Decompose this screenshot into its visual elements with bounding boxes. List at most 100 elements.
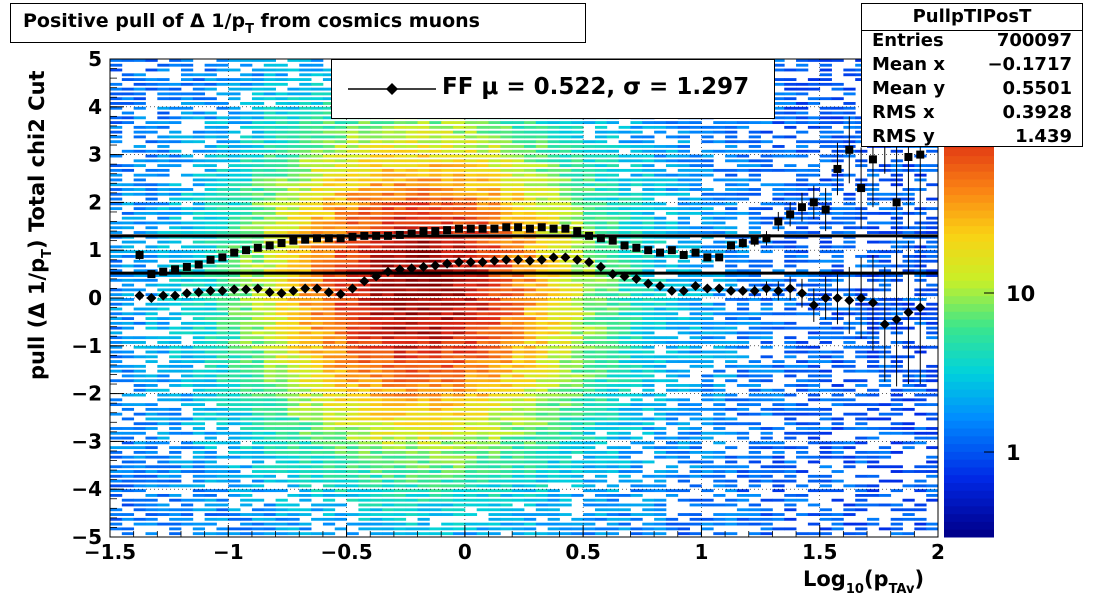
legend-marker-icon <box>348 83 436 95</box>
rms-point <box>644 246 653 255</box>
rms-point <box>182 262 191 271</box>
mean-point <box>489 255 500 266</box>
mean-point <box>572 254 583 265</box>
x-axis-label: Log10(pTAv) <box>803 567 924 597</box>
rms-point <box>324 234 333 243</box>
stats-row: Mean x −0.1717 <box>872 54 1072 78</box>
mean-point <box>867 297 878 308</box>
mean-point <box>749 285 760 296</box>
mean-point <box>808 300 819 311</box>
fit-lines <box>110 234 938 275</box>
mean-point <box>891 314 902 325</box>
rms-point <box>360 231 369 240</box>
stats-label: Entries <box>872 30 944 51</box>
rms-point <box>561 224 570 233</box>
mean-point <box>796 288 807 299</box>
rms-point <box>797 203 806 212</box>
mean-point <box>666 285 677 296</box>
stats-row: RMS y 1.439 <box>872 126 1072 150</box>
stats-label: Mean y <box>872 78 946 99</box>
mean-point <box>761 283 772 294</box>
rms-point <box>206 255 215 264</box>
mean-point <box>264 287 275 298</box>
rms-point <box>395 230 404 239</box>
stats-value: −0.1717 <box>987 54 1072 75</box>
rms-point <box>809 198 818 207</box>
mean-point <box>394 264 405 275</box>
mean-point <box>655 281 666 292</box>
y-tick-label: 4 <box>88 95 102 119</box>
mean-point <box>607 269 618 280</box>
rms-point <box>265 241 274 250</box>
y-tick-label: 5 <box>88 47 102 71</box>
mean-point <box>915 302 926 313</box>
mean-point <box>702 283 713 294</box>
rms-point <box>715 253 724 262</box>
rms-point <box>502 223 511 232</box>
mean-point <box>382 266 393 277</box>
rms-point <box>786 210 795 219</box>
legend-box: FF μ = 0.522, σ = 1.297 <box>331 59 775 119</box>
rms-point <box>573 227 582 236</box>
rms-point <box>443 226 452 235</box>
mean-point <box>146 293 157 303</box>
mean-point <box>158 290 169 301</box>
rms-point <box>537 223 546 232</box>
mean-point <box>619 271 630 282</box>
mean-point <box>288 285 299 296</box>
x-tick-label: 1 <box>694 540 708 564</box>
y-tick-label: 1 <box>88 238 102 262</box>
mean-point <box>276 288 287 299</box>
mean-point <box>678 285 689 296</box>
mean-point <box>465 257 476 268</box>
mean-point <box>312 283 322 294</box>
rms-point <box>656 248 665 257</box>
colorbar-label: 1 <box>1006 441 1021 465</box>
rms-point <box>277 239 286 248</box>
y-tick-label: 2 <box>88 190 102 214</box>
mean-point <box>205 285 216 296</box>
rms-point <box>147 270 156 279</box>
rms-point <box>821 205 830 214</box>
stats-value: 0.5501 <box>1002 78 1072 99</box>
rms-point <box>703 253 712 262</box>
stats-label: RMS x <box>872 102 935 123</box>
rms-point <box>242 246 251 255</box>
rms-point <box>833 164 842 173</box>
rms-point <box>525 224 534 233</box>
mean-point <box>335 289 346 300</box>
mean-point <box>595 261 606 272</box>
rms-point <box>845 145 854 154</box>
stats-row: Mean y 0.5501 <box>872 78 1072 102</box>
rms-point <box>194 260 203 269</box>
mean-point <box>217 285 228 296</box>
mean-point <box>477 257 488 268</box>
mean-point <box>524 255 535 266</box>
chart-title: Positive pull of Δ 1/pT from cosmics muo… <box>23 10 480 37</box>
rms-point <box>585 231 594 240</box>
rms-point <box>336 234 345 243</box>
mean-point <box>371 271 382 282</box>
mean-point <box>359 276 370 287</box>
mean-point <box>631 273 642 284</box>
x-tick-label: −0.5 <box>320 540 372 564</box>
rms-point <box>916 150 925 159</box>
rms-point <box>857 184 866 193</box>
rms-point <box>868 155 877 164</box>
stats-label: Mean x <box>872 54 945 75</box>
mean-point <box>820 293 831 303</box>
rms-point <box>466 224 475 233</box>
x-tick-label: 1.5 <box>802 540 837 564</box>
mean-point <box>134 290 145 301</box>
rms-point <box>478 224 487 233</box>
mean-point <box>252 283 263 294</box>
rms-point <box>171 265 180 274</box>
x-tick-label: 0.5 <box>565 540 600 564</box>
mean-point <box>773 285 784 296</box>
colorbar-label: 10 <box>1006 282 1035 306</box>
mean-point <box>856 293 867 303</box>
y-tick-label: 0 <box>88 286 102 310</box>
rms-point <box>514 223 523 232</box>
x-tick-label: 2 <box>931 540 945 564</box>
